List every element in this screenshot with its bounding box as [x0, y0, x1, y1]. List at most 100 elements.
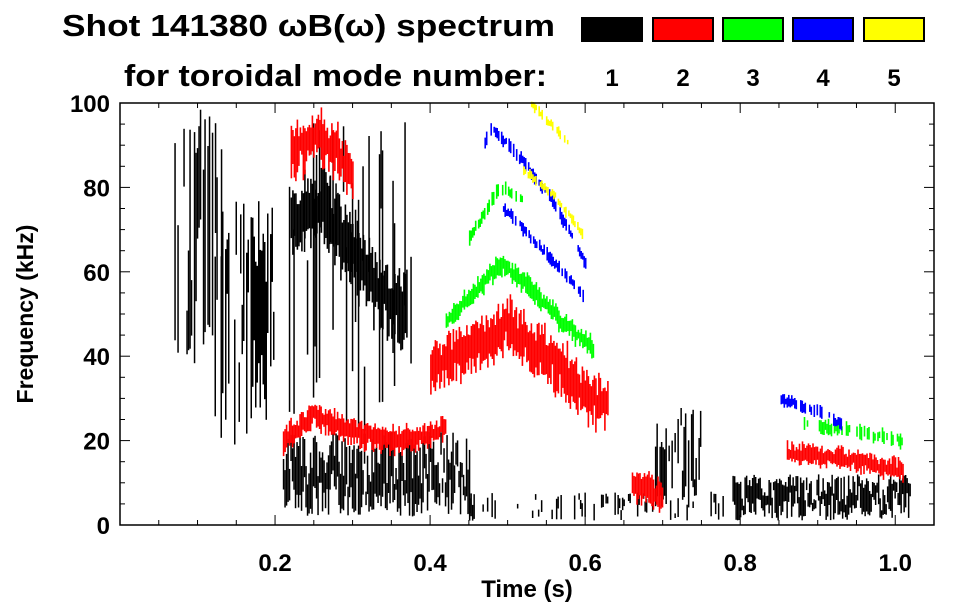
mode-1-streak [411, 478, 414, 517]
mode-2-ridge-mark [538, 322, 540, 376]
mode-2-ridge-mark [316, 118, 318, 153]
mode-1-streak [621, 497, 624, 511]
mode-1-ridge-mark [359, 237, 362, 291]
mode-1-streak [302, 437, 304, 492]
mode-2-ridge-mark [792, 444, 795, 459]
mode-2-ridge-mark [503, 309, 506, 341]
mode-4-ridge-mark [547, 252, 550, 263]
mode-1-ridge-mark [395, 283, 398, 316]
mode-1-streak [300, 466, 303, 511]
mode-1-streak [452, 432, 454, 504]
mode-1-ridge-mark [356, 220, 359, 296]
mode-1-streak [811, 502, 814, 512]
mode-2-ridge-mark [499, 318, 501, 349]
mode-4-ridge-mark [565, 271, 568, 283]
legend-label-mode-1: 1 [605, 65, 618, 92]
mode-1-streak [240, 214, 242, 274]
mode-2-ridge-mark [517, 328, 519, 353]
mode-1-ridge-mark [389, 288, 392, 320]
mode-1-ridge-mark [377, 278, 380, 310]
mode-1-streak [900, 480, 902, 514]
mode-1-ridge-mark [386, 264, 389, 341]
mode-3-feature [445, 255, 595, 359]
mode-1-ridge-mark [367, 254, 369, 302]
mode-3-ridge-mark [826, 423, 828, 434]
mode-1-streak [372, 472, 375, 510]
mode-4-ridge-mark [569, 230, 572, 237]
mode-1-streak [378, 463, 381, 496]
mode-5-ridge-mark [548, 120, 551, 126]
mode-2-ridge-mark [324, 409, 327, 436]
mode-2-ridge-mark [529, 330, 531, 372]
mode-1-streak [810, 481, 812, 505]
mode-2-ridge-mark [284, 429, 286, 453]
mode-2-ridge-mark [878, 464, 880, 474]
mode-2-ridge-mark [584, 380, 587, 408]
mode-2-ridge-mark [536, 323, 539, 376]
mode-3-ridge-mark [448, 311, 451, 323]
mode-2-ridge-mark [473, 324, 476, 367]
mode-3-ridge-mark [833, 422, 836, 434]
mode-1-streak [660, 442, 663, 507]
mode-1-streak [353, 445, 355, 513]
mode-1-ridge-mark [305, 191, 308, 231]
mode-2-ridge-mark [599, 377, 602, 419]
mode-1-streak [795, 476, 797, 492]
mode-3-ridge-mark [471, 227, 474, 238]
mode-2-ridge-mark [863, 454, 865, 475]
mode-5-ridge-mark [577, 222, 579, 231]
mode-3-ridge-mark [872, 431, 875, 444]
mode-3-ridge-mark [574, 325, 577, 347]
mode-3-ridge-mark [589, 332, 592, 354]
mode-3-ridge-mark [550, 305, 553, 320]
mode-1-streak [297, 446, 300, 508]
x-tick-label: 0.8 [724, 550, 757, 577]
mode-2-ridge-mark [314, 404, 316, 419]
mode-2-ridge-mark [301, 132, 303, 155]
mode-2-ridge-mark [500, 317, 503, 352]
mode-1-streak [386, 483, 388, 511]
mode-2-ridge-mark [810, 447, 813, 465]
mode-2-ridge-mark [433, 346, 435, 388]
mode-2-ridge-mark [335, 130, 338, 158]
mode-3-ridge-mark [558, 310, 560, 333]
mode-2-ridge-mark [381, 426, 384, 450]
mode-1-streak [450, 451, 453, 510]
mode-3-feature [468, 181, 523, 246]
mode-5-ridge-mark [547, 187, 549, 196]
mode-1-streak [880, 510, 883, 519]
mode-1-streak [605, 493, 607, 504]
mode-1-streak [306, 260, 309, 355]
mode-2-ridge-mark [813, 447, 816, 461]
mode-1-ridge-mark [317, 193, 320, 223]
mode-1-streak [288, 468, 291, 501]
mode-2-ridge-mark [393, 431, 396, 457]
mode-4-ridge-mark [527, 162, 530, 171]
mode-2-ridge-mark [334, 132, 336, 171]
mode-5-ridge-mark [542, 183, 545, 191]
mode-3-ridge-mark [510, 188, 513, 199]
mode-2-ridge-mark [362, 428, 364, 444]
mode-4-ridge-mark [520, 151, 522, 163]
mode-1-ridge-mark [353, 237, 356, 278]
mode-3-ridge-mark [537, 289, 539, 307]
mode-5-feature [530, 101, 569, 145]
mode-1-streak [393, 484, 396, 500]
mode-2-ridge-mark [460, 331, 462, 385]
mode-1-ridge-mark [331, 208, 333, 244]
mode-1-ridge-mark [368, 237, 371, 302]
mode-2-ridge-mark [337, 121, 339, 174]
mode-4-ridge-mark [565, 219, 567, 231]
mode-1-streak [435, 464, 438, 504]
mode-2-ridge-mark [398, 426, 400, 453]
mode-1-streak [431, 448, 433, 491]
mode-3-ridge-mark [486, 269, 488, 284]
legend-swatch-mode-1 [581, 17, 643, 42]
mode-3-ridge-mark [860, 426, 863, 441]
mode-2-ridge-mark [384, 427, 387, 448]
mode-1-streak [629, 493, 631, 504]
mode-1-streak [336, 435, 339, 477]
mode-4-ridge-mark [804, 402, 807, 414]
mode-3-ridge-mark [507, 260, 509, 275]
mode-2-ridge-mark [437, 348, 440, 375]
